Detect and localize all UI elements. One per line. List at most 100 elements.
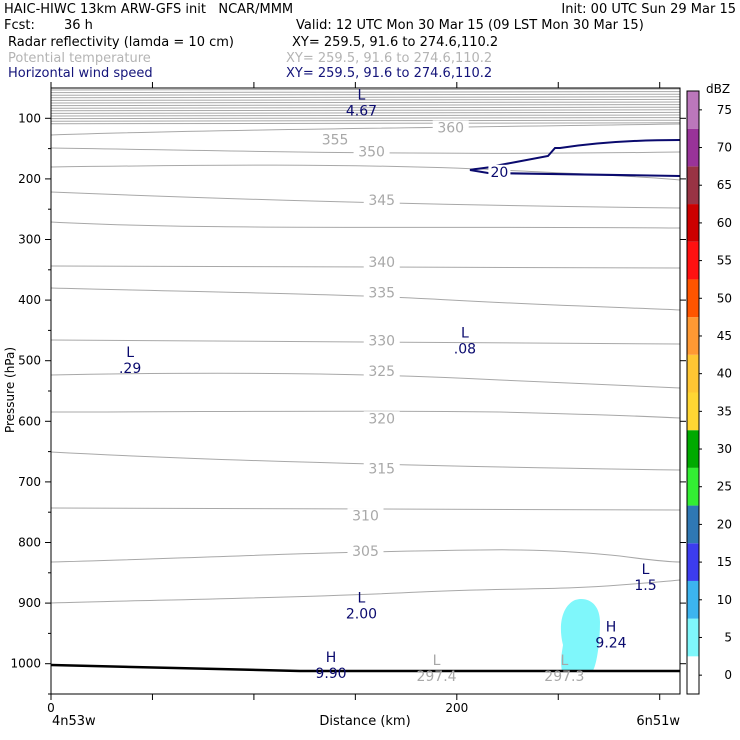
init-time: Init: 00 UTC Sun 29 Mar 15: [561, 2, 736, 17]
y-axis-title: Pressure (hPa): [3, 347, 17, 433]
colorbar-label-20: 20: [717, 517, 732, 531]
colorbar-label-50: 50: [717, 291, 732, 305]
colorbar-label-15: 15: [717, 555, 732, 569]
theta-contour-dense-2: [50, 93, 681, 97]
theta-contour-dense-0: [50, 88, 681, 91]
reflectivity-fill: [560, 598, 600, 672]
theta-contour-line-3: [50, 191, 681, 209]
theta-label-330: 330: [368, 334, 395, 350]
theta-label-bg-310: [347, 508, 384, 523]
theta-contour-dense-4: [50, 98, 681, 102]
ground-surface-line: [50, 663, 680, 673]
field-theta-name: Potential temperature: [8, 51, 151, 66]
chart-title: HAIC-HIWC 13km ARW-GFS init NCAR/MMM: [4, 2, 294, 17]
wind-center-symbol-6: H: [326, 650, 337, 666]
y-tick-label-100: 100: [18, 111, 41, 125]
colorbar-swatch-55: [687, 241, 699, 280]
theta-contour-line-7: [50, 339, 681, 345]
wind-contour-20: [469, 139, 681, 177]
theta-label-345: 345: [368, 193, 395, 209]
forecast-value: 36 h: [64, 18, 93, 33]
colorbar-swatch-25: [687, 467, 699, 506]
field-reflectivity-name: Radar reflectivity (lamda = 10 cm): [8, 35, 234, 50]
theta-label-bg-345: [363, 193, 400, 208]
theta-label-335: 335: [368, 285, 395, 301]
theta-contour-dense-3: [50, 96, 681, 99]
theta-label-bg-350: [353, 144, 390, 159]
x-tick-label-200: 200: [445, 701, 468, 715]
theta-center-symbol-1: L: [560, 653, 568, 669]
y-tick-label-200: 200: [18, 172, 41, 186]
y-tick-label-900: 900: [18, 596, 41, 610]
wind-center-symbol-0: L: [358, 87, 366, 103]
colorbar-swatch-70: [687, 128, 699, 167]
theta-contour-dense-12: [50, 119, 681, 123]
colorbar-label-10: 10: [717, 593, 732, 607]
theta-label-bg-305: [347, 544, 384, 559]
colorbar-label-40: 40: [717, 367, 732, 381]
theta-label-bg-330: [363, 333, 400, 348]
wind-center-value-6: 9.90: [315, 666, 346, 682]
theta-center-value-1: 297.3: [544, 669, 584, 685]
y-tick-label-1000: 1000: [10, 657, 41, 671]
theta-contour-line-4: [50, 221, 681, 229]
wind-center-value-2: .29: [119, 361, 141, 377]
theta-label-355: 355: [322, 133, 349, 149]
theta-label-bg-315: [363, 461, 400, 476]
x-end-location-label: 6n51w: [636, 714, 680, 729]
wind-center-value-1: .08: [454, 342, 476, 358]
colorbar-label-70: 70: [717, 141, 732, 155]
colorbar-swatch-30: [687, 430, 699, 468]
wind-label-20: 20: [491, 165, 509, 181]
colorbar-label-35: 35: [717, 404, 732, 418]
colorbar-label-60: 60: [717, 216, 732, 230]
theta-label-bg-360: [432, 120, 469, 135]
colorbar-label-5: 5: [724, 630, 732, 644]
wind-center-value-3: 1.5: [634, 578, 656, 594]
colorbar-label-0: 0: [724, 668, 732, 682]
x-tick-label-0: 0: [47, 701, 55, 715]
colorbar-swatch-35: [687, 392, 699, 431]
colorbar-swatch-60: [687, 204, 699, 242]
colorbar-swatch-65: [687, 166, 699, 205]
theta-contour-line-1: [50, 147, 681, 154]
theta-contour-dense-13: [50, 122, 681, 125]
theta-label-350: 350: [358, 145, 385, 161]
x-axis-title: Distance (km): [319, 714, 410, 729]
wind-center-symbol-5: H: [606, 619, 617, 635]
theta-label-315: 315: [368, 462, 395, 478]
colorbar-swatch-50: [687, 279, 699, 318]
wind-label-bg-20: [488, 164, 511, 179]
theta-contour-dense-1: [50, 91, 681, 94]
y-tick-label-500: 500: [18, 354, 41, 368]
theta-contour-line-0: [50, 123, 681, 136]
wind-center-symbol-2: L: [126, 345, 134, 361]
theta-label-bg-320: [363, 411, 400, 426]
field-wind-xy: XY= 259.5, 91.6 to 274.6,110.2: [286, 66, 493, 81]
colorbar-swatch-20: [687, 505, 699, 544]
colorbar-swatch-40: [687, 354, 699, 393]
theta-contour-line-11: [50, 507, 681, 511]
colorbar-swatch-45: [687, 317, 699, 355]
reflectivity-cell: [560, 598, 600, 672]
y-tick-label-800: 800: [18, 536, 41, 550]
y-tick-label-300: 300: [18, 233, 41, 247]
colorbar-label-25: 25: [717, 480, 732, 494]
colorbar-label-30: 30: [717, 442, 732, 456]
theta-center-value-0: 297.4: [416, 669, 456, 685]
colorbar-label-75: 75: [717, 103, 732, 117]
colorbar-label-65: 65: [717, 178, 732, 192]
y-tick-label-400: 400: [18, 293, 41, 307]
x-start-location-label: 4n53w: [52, 714, 96, 729]
forecast-label: Fcst:: [4, 18, 35, 33]
contour-labels: 360355350345340335330325320315310305L297…: [119, 87, 657, 684]
ground-line: [50, 663, 680, 673]
colorbar-swatch-10: [687, 580, 699, 619]
reflectivity-colorbar: dBZ 0 5 10 15 20 25 30 35 40 45 50 55 60 65 70 75: [686, 82, 732, 695]
theta-label-325: 325: [368, 364, 395, 380]
theta-contour-line-10: [50, 451, 681, 471]
valid-time: Valid: 12 UTC Mon 30 Mar 15 (09 LST Mon …: [296, 18, 644, 33]
y-tick-label-700: 700: [18, 475, 41, 489]
theta-contour-line-9: [50, 410, 681, 419]
